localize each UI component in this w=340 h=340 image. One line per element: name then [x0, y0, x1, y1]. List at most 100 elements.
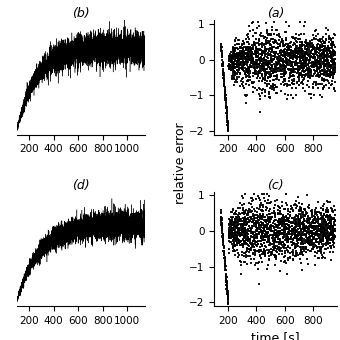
Point [221, 248, 226, 254]
Point [268, 78, 273, 83]
Point [279, 220, 285, 225]
Point [228, 66, 234, 71]
Point [289, 73, 294, 79]
Point [280, 224, 285, 229]
Point [295, 221, 300, 226]
Point [331, 236, 336, 241]
Point [325, 234, 330, 240]
Point [328, 62, 334, 67]
Point [302, 56, 308, 62]
Point [313, 205, 319, 210]
Point [245, 53, 251, 58]
Point [326, 236, 332, 241]
Point [300, 73, 305, 78]
Point [264, 239, 270, 244]
Point [238, 218, 244, 224]
Point [238, 221, 243, 227]
Point [332, 66, 337, 71]
Point [259, 52, 265, 58]
Point [321, 86, 326, 91]
Point [321, 54, 326, 60]
Point [289, 242, 294, 248]
Point [283, 242, 288, 248]
Point [276, 217, 281, 222]
Point [325, 216, 331, 221]
Point [324, 58, 329, 64]
Point [277, 205, 283, 211]
Point [232, 228, 238, 234]
Point [324, 65, 329, 70]
Point [276, 228, 281, 234]
Point [318, 239, 323, 244]
Point [261, 66, 266, 72]
Point [325, 58, 331, 63]
Point [318, 69, 323, 75]
Point [291, 240, 296, 245]
Point [320, 68, 325, 73]
Point [278, 210, 283, 216]
Point [330, 74, 336, 79]
Point [253, 227, 259, 233]
Point [234, 233, 239, 238]
Point [241, 226, 246, 232]
Point [275, 234, 280, 239]
Point [247, 68, 253, 73]
Point [265, 74, 271, 80]
Point [239, 232, 244, 238]
Point [277, 35, 283, 40]
Point [254, 249, 259, 254]
Point [228, 233, 234, 239]
Point [230, 55, 236, 60]
Point [328, 243, 334, 248]
Point [317, 52, 323, 57]
Point [316, 58, 321, 64]
Point [240, 58, 246, 64]
Point [294, 79, 300, 85]
Point [261, 228, 267, 234]
Point [317, 210, 322, 216]
Point [293, 58, 299, 64]
Point [307, 51, 312, 57]
Point [223, 95, 228, 100]
Point [303, 207, 308, 212]
Point [219, 227, 225, 233]
Point [243, 237, 249, 243]
Point [262, 44, 268, 50]
Point [221, 81, 227, 87]
Point [270, 57, 275, 62]
Point [303, 44, 308, 50]
Point [325, 236, 330, 242]
Point [259, 232, 265, 237]
Point [250, 46, 255, 52]
Point [263, 71, 268, 76]
Point [244, 73, 250, 78]
Point [267, 249, 272, 255]
Point [320, 78, 326, 83]
Point [298, 219, 303, 224]
Point [317, 74, 323, 79]
Point [307, 68, 312, 73]
Point [236, 215, 241, 220]
Point [293, 232, 299, 237]
Point [313, 224, 319, 230]
Point [246, 51, 252, 57]
Point [265, 61, 270, 66]
Point [235, 56, 241, 61]
Point [323, 48, 328, 54]
Point [244, 78, 250, 83]
Point [310, 46, 316, 51]
Point [257, 222, 263, 227]
Point [256, 242, 261, 247]
Point [238, 52, 243, 57]
Point [305, 210, 310, 216]
Point [301, 54, 307, 59]
Point [275, 207, 281, 212]
Point [244, 241, 250, 246]
Point [272, 199, 278, 204]
Point [254, 53, 259, 58]
Point [220, 242, 226, 247]
Point [233, 77, 238, 83]
Point [304, 224, 309, 229]
Point [222, 83, 227, 88]
Point [323, 213, 329, 218]
